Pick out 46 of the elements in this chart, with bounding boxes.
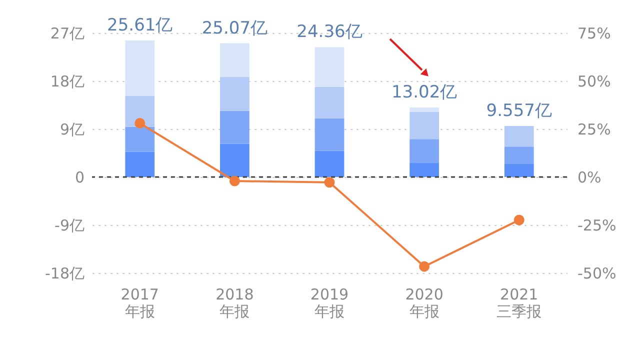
bar xyxy=(125,96,155,127)
y2-tick-label: 50% xyxy=(578,72,611,90)
bar xyxy=(125,40,155,96)
y2-tick-label: -50% xyxy=(578,264,616,282)
bar xyxy=(220,76,250,111)
total-label: 24.36亿 xyxy=(296,22,362,42)
bar xyxy=(504,164,534,177)
total-label: 9.557亿 xyxy=(486,101,552,122)
bar xyxy=(314,150,344,177)
bar xyxy=(410,139,440,163)
y-tick-label: 0 xyxy=(74,168,84,186)
bar xyxy=(220,43,250,77)
bar xyxy=(314,47,344,87)
x-tick-label: 2020 年报 xyxy=(405,286,444,320)
point xyxy=(134,118,146,128)
bar xyxy=(314,86,344,118)
bar xyxy=(314,118,344,151)
total-label: 25.07亿 xyxy=(202,18,268,38)
y-tick-label: 27亿 xyxy=(50,24,84,42)
x-tick-label: 2018 年报 xyxy=(216,286,254,320)
point xyxy=(324,177,335,188)
y2-tick-label: -25% xyxy=(578,216,616,234)
bar xyxy=(410,108,440,112)
bar xyxy=(504,126,534,147)
y2-tick-label: 0% xyxy=(578,168,602,186)
x-tick-label: 2017 年报 xyxy=(120,286,159,320)
point xyxy=(514,214,524,226)
bar xyxy=(220,144,250,177)
x-tick-label: 2021 三季报 xyxy=(496,286,542,320)
bar xyxy=(125,126,155,152)
y-tick-label: 18亿 xyxy=(50,72,84,90)
bar xyxy=(504,146,534,164)
y-tick-label: -9亿 xyxy=(54,216,84,234)
bar xyxy=(125,152,155,177)
y2-tick-label: 75% xyxy=(578,24,611,42)
y-tick-label: 9亿 xyxy=(60,120,84,138)
bar xyxy=(410,162,440,177)
y-tick-label: -18亿 xyxy=(45,264,84,282)
point xyxy=(419,261,430,272)
y2-tick-label: 25% xyxy=(578,120,611,138)
x-tick-label: 2019 年报 xyxy=(310,286,349,320)
bar xyxy=(410,112,440,140)
total-label: 25.61亿 xyxy=(107,15,173,36)
total-label: 13.02亿 xyxy=(391,82,458,103)
bar xyxy=(220,110,250,144)
point xyxy=(229,176,240,186)
